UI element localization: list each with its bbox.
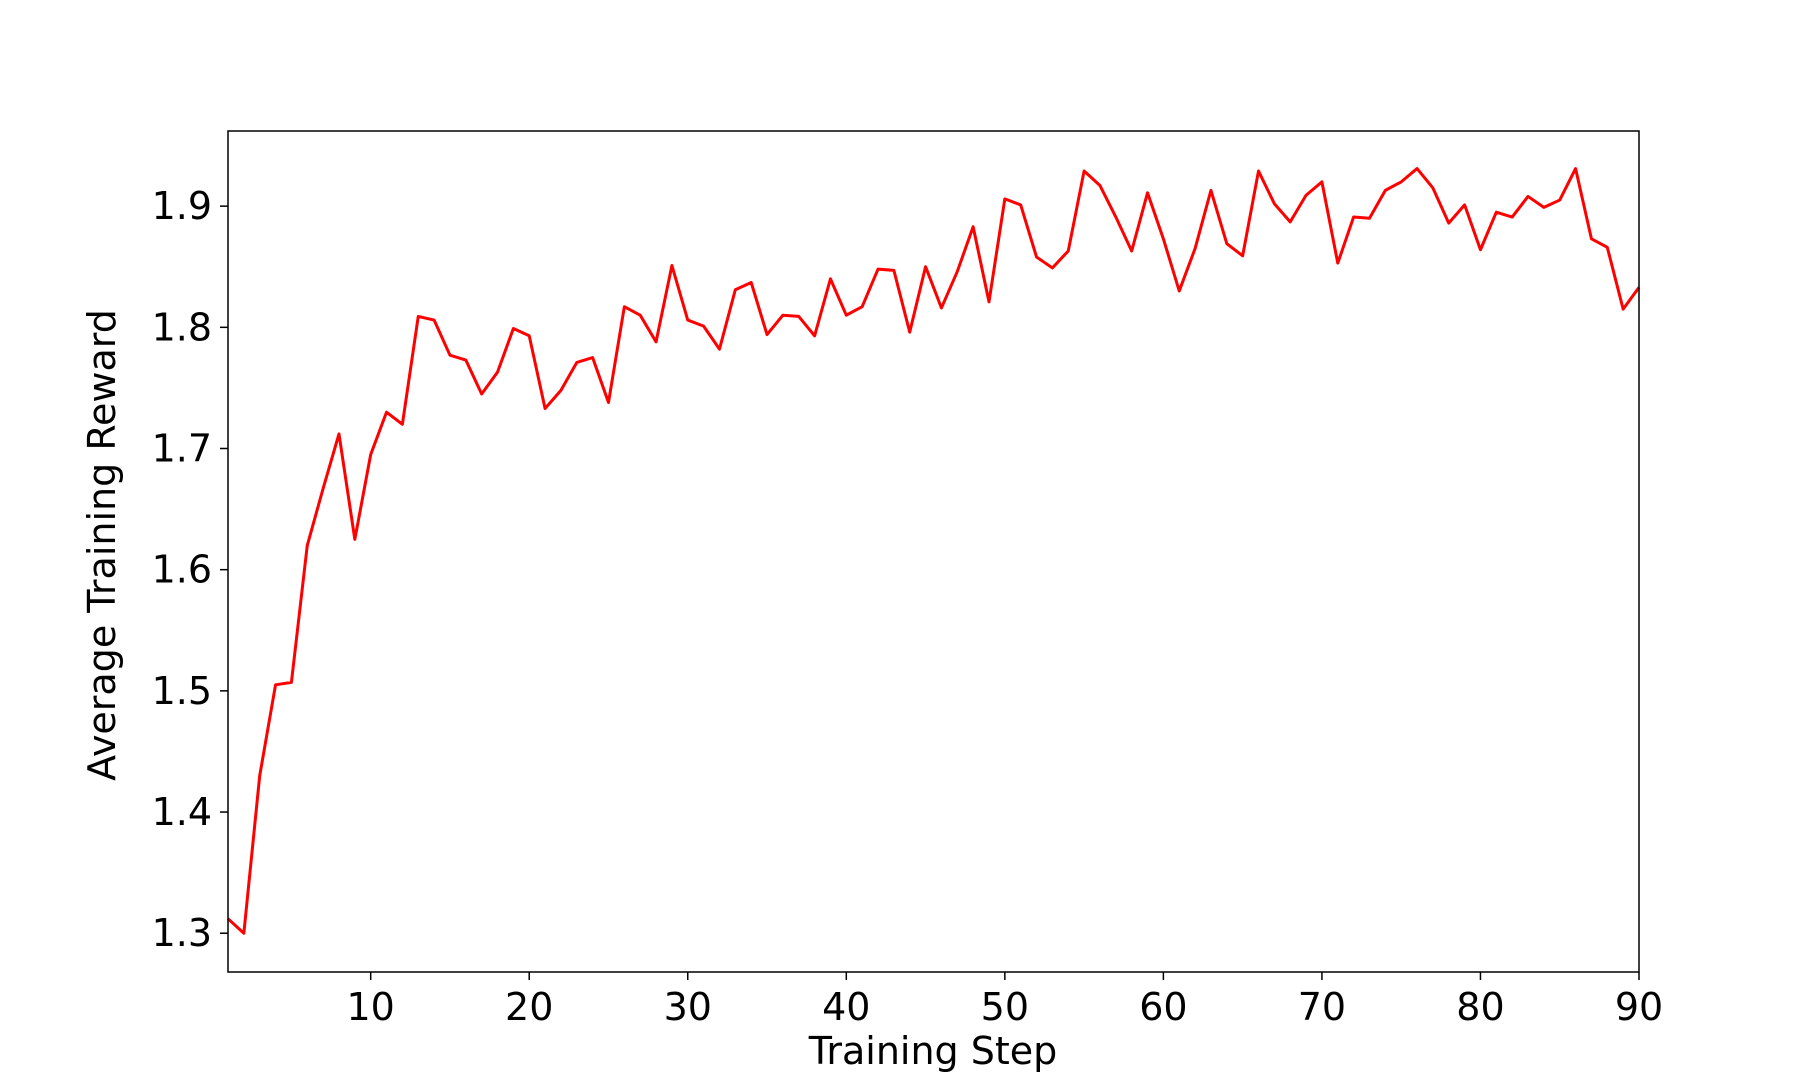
- y-tick-label: 1.6: [152, 548, 212, 592]
- x-tick-label: 20: [505, 985, 553, 1029]
- x-tick-label: 90: [1615, 985, 1663, 1029]
- y-tick-label: 1.7: [152, 426, 212, 470]
- x-tick-label: 10: [347, 985, 395, 1029]
- y-tick-label: 1.4: [152, 790, 212, 834]
- x-axis-label: Training Step: [808, 1029, 1058, 1073]
- plot-frame: [227, 130, 1640, 973]
- x-tick-label: 30: [664, 985, 712, 1029]
- data-line: [226, 167, 1641, 935]
- y-axis-label: Average Training Reward: [80, 309, 124, 781]
- y-tick-label: 1.5: [152, 669, 212, 713]
- y-tick-label: 1.9: [152, 184, 212, 228]
- y-tick-label: 1.3: [152, 911, 212, 955]
- x-tick-label: 60: [1139, 985, 1187, 1029]
- x-tick-label: 50: [981, 985, 1029, 1029]
- y-tick-label: 1.8: [152, 305, 212, 349]
- x-tick-label: 80: [1456, 985, 1504, 1029]
- x-tick-label: 40: [822, 985, 870, 1029]
- x-tick-label: 70: [1298, 985, 1346, 1029]
